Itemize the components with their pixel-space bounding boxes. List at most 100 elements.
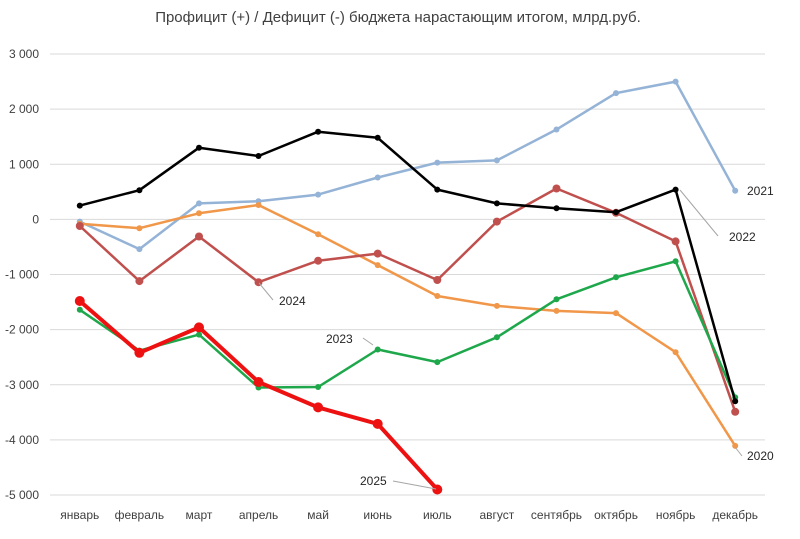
data-point <box>196 144 202 151</box>
y-axis-ticks: 3 000 2 000 1 000 0 -1 000 -2 000 -3 000 -4 000… <box>5 47 39 502</box>
data-point <box>434 293 441 299</box>
data-point <box>492 217 501 226</box>
annotation-leader <box>734 446 743 457</box>
data-point <box>732 442 739 449</box>
series-label-2023: 2023 <box>326 332 353 346</box>
data-point <box>75 222 84 230</box>
data-point <box>731 407 740 416</box>
x-tick-label: февраль <box>115 508 165 522</box>
x-tick-label: октябрь <box>594 508 638 522</box>
data-point <box>553 296 560 303</box>
series-line-2022 <box>78 130 737 403</box>
data-point <box>315 384 322 390</box>
series-2020 <box>76 202 739 449</box>
data-point <box>732 398 739 405</box>
data-point <box>76 306 83 313</box>
data-point <box>315 191 322 198</box>
x-tick-label: январь <box>60 508 99 522</box>
data-point <box>434 159 441 166</box>
annotation-leader <box>258 282 274 301</box>
series-line-2021 <box>78 80 737 251</box>
series-label-2022: 2022 <box>729 230 756 244</box>
series-lines <box>74 78 740 495</box>
data-point <box>493 200 500 207</box>
data-point <box>76 202 83 209</box>
data-point <box>195 232 203 241</box>
data-point <box>253 377 264 387</box>
annotation-leader <box>392 480 437 490</box>
series-label-2025: 2025 <box>360 474 387 488</box>
data-point <box>553 307 560 314</box>
data-point <box>613 90 619 97</box>
data-point <box>136 225 143 232</box>
y-tick-label: 1 000 <box>9 157 39 171</box>
series-annotations: 2021 2022 2024 2023 2025 2020 <box>258 184 774 490</box>
data-point <box>672 78 679 85</box>
x-tick-label: ноябрь <box>656 508 696 522</box>
x-tick-label: декабрь <box>712 508 758 522</box>
x-tick-label: июль <box>423 508 452 522</box>
data-point <box>432 484 443 495</box>
data-point <box>613 209 619 216</box>
annotation-leader <box>679 189 719 237</box>
data-point <box>672 258 679 265</box>
data-point <box>671 237 680 246</box>
series-line-2023 <box>78 260 737 399</box>
data-point <box>135 277 144 286</box>
data-point <box>196 200 202 207</box>
x-axis-ticks: январь февраль март апрель май июнь июль август… <box>60 508 758 522</box>
data-point <box>74 296 85 306</box>
data-point <box>196 331 202 338</box>
data-point <box>194 322 204 333</box>
annotation-leader <box>362 337 374 346</box>
y-tick-label: 2 000 <box>9 102 39 116</box>
data-point <box>613 274 619 281</box>
x-tick-label: март <box>186 508 213 522</box>
data-point <box>553 126 560 133</box>
data-point <box>672 349 679 356</box>
data-point <box>434 359 441 366</box>
data-point <box>254 278 263 287</box>
data-point <box>374 346 381 353</box>
data-point <box>374 134 381 141</box>
data-point <box>493 302 500 309</box>
x-tick-label: май <box>307 508 329 522</box>
data-point <box>255 153 262 159</box>
data-point <box>134 347 145 358</box>
data-point <box>255 202 262 208</box>
data-point <box>552 184 561 193</box>
data-point <box>613 310 619 317</box>
data-point <box>136 246 143 253</box>
data-point <box>372 418 383 429</box>
y-tick-label: 3 000 <box>9 47 39 61</box>
series-line-2020 <box>78 203 737 448</box>
data-point <box>136 187 143 194</box>
x-tick-label: август <box>479 508 514 522</box>
y-tick-label: -2 000 <box>5 323 39 337</box>
gridlines <box>50 53 765 496</box>
chart-title: Профицит (+) / Дефицит (-) бюджета нарас… <box>155 9 641 26</box>
x-tick-label: сентябрь <box>531 508 582 522</box>
data-point <box>373 249 382 258</box>
y-tick-label: -4 000 <box>5 433 39 447</box>
data-point <box>553 205 560 212</box>
series-2025 <box>74 296 443 495</box>
data-point <box>196 210 202 217</box>
data-point <box>315 128 322 135</box>
data-point <box>493 157 500 164</box>
series-label-2024: 2024 <box>279 294 306 308</box>
data-point <box>314 256 323 265</box>
x-tick-label: июнь <box>363 508 392 522</box>
series-2023 <box>76 258 739 401</box>
data-point <box>434 186 441 193</box>
data-point <box>374 174 381 181</box>
data-point <box>313 402 324 413</box>
series-label-2020: 2020 <box>747 449 774 463</box>
y-tick-label: -1 000 <box>5 268 39 282</box>
data-point <box>732 187 739 194</box>
y-tick-label: -5 000 <box>5 488 39 502</box>
data-point <box>672 186 679 193</box>
data-point <box>374 262 381 269</box>
series-line-2024 <box>78 187 737 414</box>
